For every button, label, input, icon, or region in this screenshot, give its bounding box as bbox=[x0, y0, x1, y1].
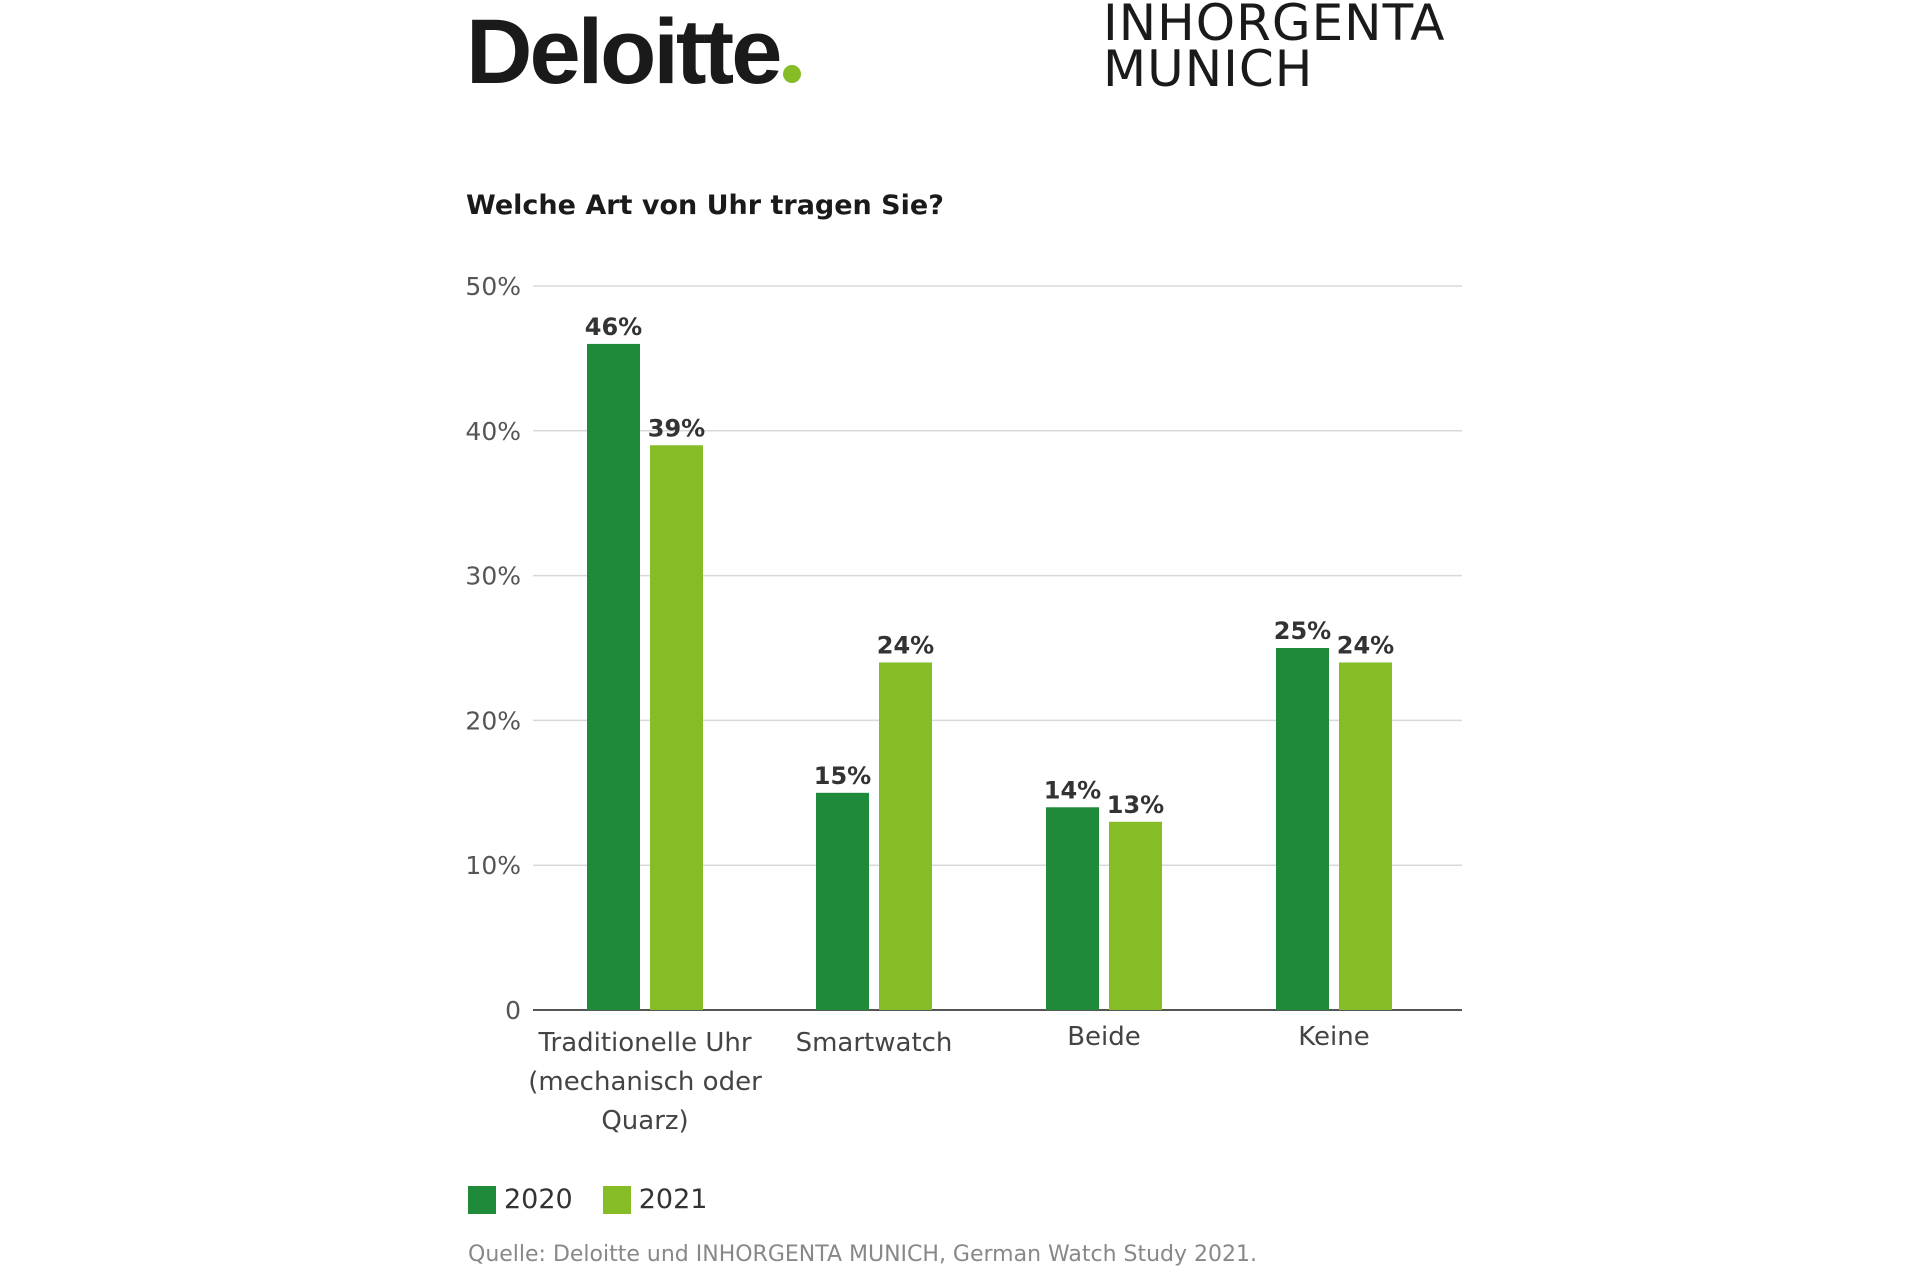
data-label-2021-1: 24% bbox=[877, 631, 934, 659]
legend-swatch-2021 bbox=[602, 1185, 631, 1214]
x-tick-label-0-1: (mechanisch oder bbox=[528, 1067, 762, 1097]
y-tick-label-50: 50% bbox=[465, 272, 521, 301]
legend-swatch-2020 bbox=[468, 1185, 496, 1214]
bar-2021-0 bbox=[650, 445, 703, 1010]
x-tick-label-1-0: Smartwatch bbox=[796, 1028, 953, 1058]
y-tick-label-30: 30% bbox=[465, 562, 521, 591]
x-tick-label-0-0: Traditionelle Uhr bbox=[537, 1028, 751, 1058]
y-tick-label-10: 10% bbox=[465, 851, 521, 880]
data-label-2020-2: 14% bbox=[1044, 776, 1101, 804]
y-tick-label-40: 40% bbox=[465, 417, 521, 446]
data-label-2021-3: 24% bbox=[1337, 631, 1394, 659]
deloitte-logo: Deloitte bbox=[466, 6, 802, 98]
data-label-2020-1: 15% bbox=[814, 762, 871, 790]
y-tick-label-20: 20% bbox=[465, 706, 521, 735]
bar-2021-2 bbox=[1109, 821, 1162, 1010]
legend-label-2021: 2021 bbox=[638, 1184, 708, 1215]
data-label-2020-0: 46% bbox=[585, 313, 642, 341]
data-label-2020-3: 25% bbox=[1274, 617, 1331, 645]
y-tick-label-0: 0 bbox=[505, 996, 521, 1025]
bar-2020-2 bbox=[1046, 807, 1099, 1010]
bar-2020-1 bbox=[816, 792, 869, 1010]
data-label-2021-0: 39% bbox=[648, 414, 705, 442]
bar-2021-3 bbox=[1339, 662, 1392, 1010]
deloitte-logo-dot-icon bbox=[783, 65, 802, 83]
inhorgenta-munich-logo: INHORGENTA MUNICH bbox=[1103, 0, 1446, 98]
bar-2021-1 bbox=[879, 662, 932, 1010]
x-tick-label-0-2: Quarz) bbox=[601, 1106, 688, 1136]
source-note: Quelle: Deloitte und INHORGENTA MUNICH, … bbox=[468, 1242, 1258, 1267]
inhorgenta-logo-line2: MUNICH bbox=[1103, 40, 1314, 98]
legend-item-2020: 2020 bbox=[468, 1184, 573, 1215]
x-tick-label-3-0: Keine bbox=[1298, 1022, 1369, 1052]
chart-title: Welche Art von Uhr tragen Sie? bbox=[466, 190, 944, 221]
x-tick-label-2-0: Beide bbox=[1067, 1022, 1141, 1052]
data-label-2021-2: 13% bbox=[1107, 791, 1164, 819]
legend-label-2020: 2020 bbox=[504, 1184, 573, 1215]
legend-item-2021: 2021 bbox=[602, 1184, 708, 1215]
bar-2020-3 bbox=[1276, 648, 1329, 1010]
chart-legend: 2020 2021 bbox=[468, 1184, 737, 1215]
inhorgenta-logo-line1: INHORGENTA bbox=[1103, 0, 1446, 52]
bar-2020-0 bbox=[587, 343, 640, 1010]
